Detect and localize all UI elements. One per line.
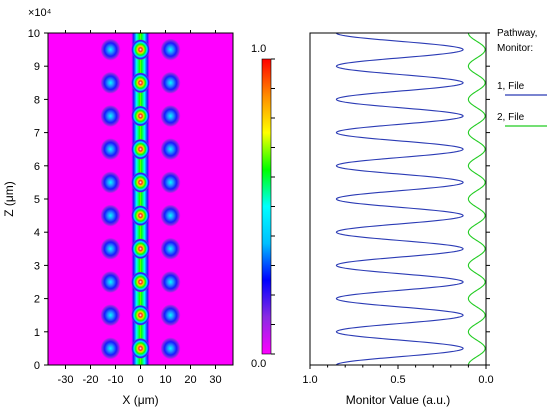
monitor-x-tick-label: 1.0: [302, 374, 317, 386]
left-coupled-spot: [100, 304, 121, 327]
legend-label-series-2: 2, File: [497, 112, 525, 123]
heatmap-panel: -30 -20 -10 0 10 20 30 0 1 2 3 4 5 6 7 8 9 10 X (μm) Z (…: [2, 7, 234, 407]
heatmap-y-tick-label: 0: [34, 360, 40, 372]
heatmap-y-tick-label: 2: [34, 294, 40, 306]
center-intensity-spot: [131, 205, 150, 226]
heatmap-y-tick-label: 1: [34, 327, 40, 339]
heatmap-y-axis-title: Z (μm): [2, 181, 16, 217]
heatmap-y-tick-label: 4: [34, 227, 40, 239]
legend: Pathway, Monitor: 1, File 2, File: [497, 28, 547, 127]
center-intensity-spot: [131, 106, 150, 126]
heatmap-x-tick-label: 30: [209, 374, 221, 386]
right-coupled-spot: [160, 38, 181, 61]
colorbar-gradient: [261, 58, 272, 355]
monitor-x-tick-label: 0.5: [390, 374, 405, 386]
heatmap-y-tick-label: 3: [34, 260, 40, 272]
left-coupled-spot: [100, 38, 121, 61]
left-coupled-spot: [100, 171, 121, 194]
field-intensity-map: [100, 33, 181, 365]
heatmap-y-axis: 0 1 2 3 4 5 6 7 8 9 10: [28, 28, 48, 372]
heatmap-y-tick-label: 5: [34, 194, 40, 206]
right-coupled-spot: [160, 271, 181, 293]
heatmap-x-axis-title: X (μm): [122, 393, 158, 407]
monitor-x-axis-title: Monitor Value (a.u.): [346, 393, 451, 407]
colorbar-min-label: 0.0: [251, 358, 266, 370]
monitor-series: [335, 33, 486, 365]
center-intensity-spot: [131, 338, 150, 359]
monitor-panel: 1.0 0.5 0.0 Monitor Value (a.u.): [302, 32, 494, 407]
heatmap-x-tick-label: -30: [58, 374, 74, 386]
series-line-2: [467, 33, 486, 365]
right-coupled-spot: [160, 337, 181, 360]
right-coupled-spot: [160, 138, 181, 161]
heatmap-x-tick-label: 20: [184, 374, 196, 386]
left-coupled-spot: [100, 271, 121, 293]
center-intensity-spot: [131, 172, 150, 193]
right-coupled-spot: [160, 237, 181, 260]
heatmap-y-tick-label: 9: [34, 61, 40, 73]
center-intensity-spot: [131, 139, 150, 160]
colorbar-ticks: [271, 58, 275, 355]
legend-title-line1: Pathway,: [497, 28, 537, 39]
right-coupled-spot: [160, 71, 181, 94]
heatmap-x-tick-label: -10: [108, 374, 124, 386]
left-coupled-spot: [100, 237, 121, 260]
monitor-plot-area: [310, 33, 486, 365]
y-exponent-label: ×10⁴: [28, 7, 52, 19]
center-intensity-spot: [131, 72, 150, 93]
heatmap-y-tick-label: 10: [28, 28, 40, 40]
right-coupled-spot: [160, 105, 181, 127]
heatmap-x-tick-label: 0: [137, 374, 143, 386]
colorbar-max-label: 1.0: [251, 43, 266, 55]
heatmap-y-tick-label: 6: [34, 161, 40, 173]
legend-label-series-1: 1, File: [497, 81, 525, 92]
series-line-1: [335, 33, 464, 365]
center-intensity-spot: [131, 272, 150, 292]
monitor-x-axis: 1.0 0.5 0.0: [302, 32, 494, 386]
legend-title-line2: Monitor:: [497, 43, 533, 54]
heatmap-x-tick-label: -20: [83, 374, 99, 386]
right-coupled-spot: [160, 304, 181, 327]
center-intensity-spot: [131, 238, 150, 259]
center-intensity-spot: [131, 305, 150, 326]
right-coupled-spot: [160, 204, 181, 227]
left-coupled-spot: [100, 204, 121, 227]
heatmap-y-tick-label: 7: [34, 128, 40, 140]
heatmap-x-tick-label: 10: [159, 374, 171, 386]
left-coupled-spot: [100, 105, 121, 127]
monitor-x-tick-label: 0.0: [478, 374, 493, 386]
colorbar: 1.0 0.0: [251, 43, 275, 370]
heatmap-y-tick-label: 8: [34, 94, 40, 106]
center-intensity-spot: [131, 39, 150, 60]
left-coupled-spot: [100, 71, 121, 94]
heatmap-x-axis: -30 -20 -10 0 10 20 30: [58, 30, 222, 386]
left-coupled-spot: [100, 138, 121, 161]
left-coupled-spot: [100, 337, 121, 360]
right-coupled-spot: [160, 171, 181, 194]
